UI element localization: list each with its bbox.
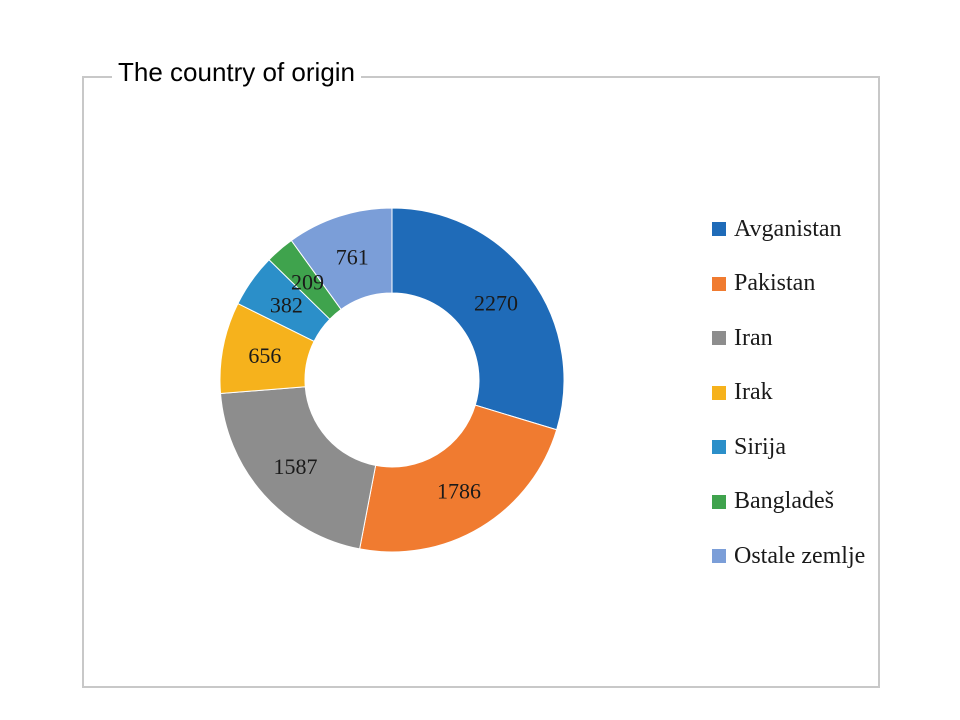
data-label-avganistan: 2270 (474, 290, 518, 315)
legend-swatch (712, 549, 726, 564)
data-label-sirija: 382 (270, 293, 303, 318)
donut-slice-avganistan (391, 207, 565, 431)
legend-label: Pakistan (734, 270, 816, 297)
legend-item-iran: Iran (712, 311, 865, 366)
legend-item-banglades: Bangladeš (712, 475, 865, 530)
legend-item-avganistan: Avganistan (712, 202, 865, 257)
data-label-banglades: 209 (291, 269, 324, 294)
legend-label: Ostale zemlje (734, 542, 866, 569)
legend-label: Sirija (734, 433, 786, 460)
chart-title: The country of origin (112, 56, 362, 88)
legend-swatch (712, 385, 726, 400)
legend-label: Irak (734, 379, 773, 406)
legend-item-irak: Irak (712, 366, 865, 421)
donut-slice-pakistan (359, 404, 558, 553)
data-label-iran: 1587 (273, 454, 317, 479)
legend-label: Iran (734, 324, 773, 351)
legend-item-pakistan: Pakistan (712, 257, 865, 312)
legend-label: Avganistan (734, 215, 842, 242)
donut-slice-iran (219, 386, 377, 550)
donut-slice-ostale-zemlje (290, 207, 393, 311)
legend-swatch (712, 331, 726, 346)
data-label-irak: 656 (248, 343, 281, 368)
legend-swatch (712, 494, 726, 509)
data-label-ostale-zemlje: 761 (336, 244, 369, 269)
legend-swatch (712, 276, 726, 291)
legend-item-sirija: Sirija (712, 420, 865, 475)
legend-swatch (712, 440, 726, 455)
legend-swatch (712, 222, 726, 237)
chart-legend: Avganistan Pakistan Iran Irak Sirija Banglade… (712, 202, 865, 584)
legend-label: Bangladeš (734, 488, 834, 515)
donut-slices (219, 207, 565, 553)
legend-item-ostale-zemlje: Ostale zemlje (712, 529, 865, 584)
data-label-pakistan: 1786 (437, 478, 481, 503)
